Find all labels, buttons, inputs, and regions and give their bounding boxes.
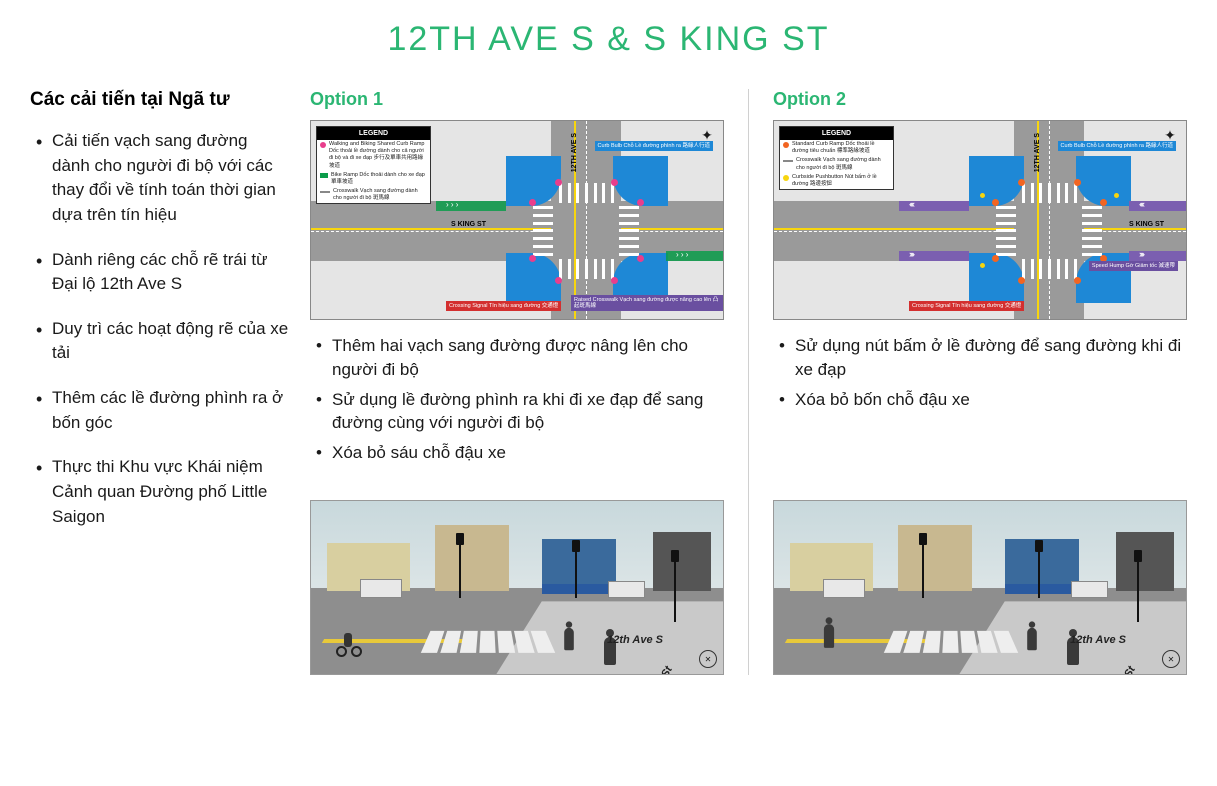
ramp-marker (992, 199, 999, 206)
option-1-map: › › › › › › 12TH AV (310, 120, 724, 320)
left-item: Dành riêng các chỗ rẽ trái từ Đại lộ 12t… (52, 248, 290, 297)
crosswalk (1082, 206, 1102, 256)
bike-chevron-icon: ›››› (909, 249, 913, 259)
ramp-marker (529, 199, 536, 206)
logo-icon: ✕ (699, 650, 717, 668)
option-1-rendering: 12th Ave S S King St ✕ (310, 500, 724, 675)
ramp-marker (555, 179, 562, 186)
option-2-map: ‹‹‹‹ ›››› ‹‹‹‹ ›››› (773, 120, 1187, 320)
logo-icon: ✕ (1162, 650, 1180, 668)
ramp-marker (1018, 179, 1025, 186)
bike-chevron-icon: ‹‹‹‹ (1139, 199, 1143, 209)
ramp-marker (992, 255, 999, 262)
left-item: Thực thi Khu vực Khái niệm Cảnh quan Đườ… (52, 455, 290, 529)
bike-lane (666, 251, 724, 261)
street-label-horizontal: S KING ST (451, 221, 486, 228)
map-legend: LEGEND Standard Curb Ramp Dốc thoải lề đ… (779, 126, 894, 190)
crosswalk (1022, 183, 1077, 203)
option-bullet: Sử dụng nút bấm ở lề đường để sang đường… (795, 334, 1187, 382)
ramp-marker (1018, 277, 1025, 284)
left-list: Cải tiến vạch sang đường dành cho người … (30, 129, 290, 529)
street-sign-ave: 12th Ave S (1070, 634, 1126, 646)
legend-header: LEGEND (780, 127, 893, 140)
bike-strip (1129, 251, 1187, 261)
street-sign-ave: 12th Ave S (607, 634, 663, 646)
callout-speed-hump: Speed Hump Gờ Giảm tốc 減速帶 (1089, 261, 1178, 271)
left-column: Các cải tiến tại Ngã tư Cải tiến vạch sa… (30, 89, 290, 675)
crosswalk (1022, 259, 1077, 279)
callout-raised-crosswalk: Raised Crosswalk Vạch sang đường được nâ… (571, 295, 723, 311)
legend-item: Curbside Pushbutton Nút bấm ở lề đường 路… (780, 173, 893, 189)
page-title: 12TH AVE S & S KING ST (30, 20, 1187, 59)
street-label-horizontal: S KING ST (1129, 221, 1164, 228)
ramp-marker (529, 255, 536, 262)
option-bullet: Sử dụng lề đường phình ra khi đi xe đạp … (332, 388, 724, 436)
map-legend: LEGEND Walking and Biking Shared Curb Ra… (316, 126, 431, 204)
bike-chevron-icon: ›››› (1139, 249, 1143, 259)
street-label-vertical: 12TH AVE S (1034, 133, 1041, 172)
option-1-column: Option 1 › › › › › › (310, 89, 724, 675)
option-1-bullets: Thêm hai vạch sang đường được nâng lên c… (310, 334, 724, 484)
ramp-marker (637, 199, 644, 206)
ramp-marker (637, 255, 644, 262)
bike-chevron-icon: › › › (446, 200, 458, 209)
option-bullet: Xóa bỏ bốn chỗ đậu xe (795, 388, 1187, 412)
callout-crossing-signal: Crossing Signal Tín hiệu sang đường 交通燈 (909, 301, 1024, 311)
road-horizontal (774, 201, 1186, 261)
road-horizontal (311, 201, 723, 261)
ramp-marker (1074, 179, 1081, 186)
ramp-marker (611, 277, 618, 284)
ramp-marker (1074, 277, 1081, 284)
option-bullet: Xóa bỏ sáu chỗ đậu xe (332, 441, 724, 465)
legend-item: Crosswalk Vạch sang đường dành cho người… (780, 156, 893, 172)
left-item: Cải tiến vạch sang đường dành cho người … (52, 129, 290, 228)
option-bullet: Thêm hai vạch sang đường được nâng lên c… (332, 334, 724, 382)
option-2-column: Option 2 ‹‹‹‹ ›››› ‹‹‹‹ ›››› (773, 89, 1187, 675)
column-divider (748, 89, 749, 675)
callout-curb-bulb: Curb Bulb Chỗ Lề đường phình ra 路緣人行道 (595, 141, 713, 151)
pushbutton-marker (980, 263, 985, 268)
legend-header: LEGEND (317, 127, 430, 140)
columns: Các cải tiến tại Ngã tư Cải tiến vạch sa… (30, 89, 1187, 675)
crosswalk (996, 206, 1016, 256)
bike-strip (1129, 201, 1187, 211)
crosswalk (559, 183, 614, 203)
street-label-vertical: 12TH AVE S (571, 133, 578, 172)
ramp-marker (555, 277, 562, 284)
pushbutton-marker (980, 193, 985, 198)
crosswalk (559, 259, 614, 279)
option-2-rendering: 12th Ave S S King St ✕ (773, 500, 1187, 675)
callout-curb-bulb: Curb Bulb Chỗ Lề đường phình ra 路緣人行道 (1058, 141, 1176, 151)
callout-crossing-signal: Crossing Signal Tín hiệu sang đường 交通燈 (446, 301, 561, 311)
legend-item: Crosswalk Vạch sang đường dành cho người… (317, 187, 430, 203)
legend-item: Standard Curb Ramp Dốc thoải lề đường ti… (780, 140, 893, 156)
bike-chevron-icon: › › › (676, 250, 688, 259)
ramp-marker (1100, 199, 1107, 206)
option-1-title: Option 1 (310, 89, 724, 110)
legend-item: Bike Ramp Dốc thoải dành cho xe đạp 單車坡道 (317, 171, 430, 187)
bike-chevron-icon: ‹‹‹‹ (909, 199, 913, 209)
crosswalk (533, 206, 553, 256)
option-2-bullets: Sử dụng nút bấm ở lề đường để sang đường… (773, 334, 1187, 484)
left-item: Duy trì các hoạt động rẽ của xe tải (52, 317, 290, 366)
option-2-title: Option 2 (773, 89, 1187, 110)
legend-item: Walking and Biking Shared Curb Ramp Dốc … (317, 140, 430, 171)
ramp-marker (611, 179, 618, 186)
pushbutton-marker (1114, 193, 1119, 198)
left-item: Thêm các lề đường phình ra ở bốn góc (52, 386, 290, 435)
left-heading: Các cải tiến tại Ngã tư (30, 89, 290, 111)
crosswalk (619, 206, 639, 256)
